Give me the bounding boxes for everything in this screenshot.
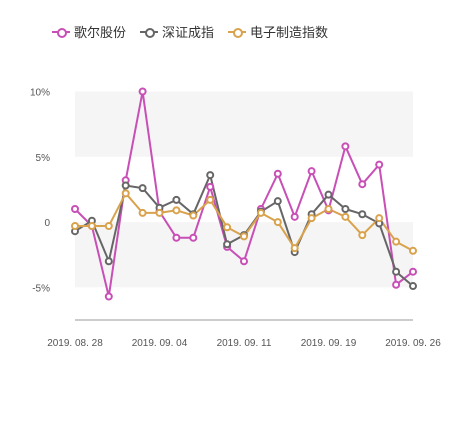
data-point-s2-18[interactable] [375,214,384,223]
legend-marker-szse-component [140,27,159,38]
data-point-s1-6[interactable] [172,195,181,204]
y-tick-label: 0 [44,218,50,229]
data-point-s1-15[interactable] [324,190,333,199]
data-point-s0-0[interactable] [71,205,79,214]
plot-band [75,91,413,157]
legend: 歌尔股份 深证成指 电子制造指数 [52,22,328,41]
legend-item-electronics-index[interactable]: 电子制造指数 [228,22,328,41]
data-point-s1-4[interactable] [138,184,147,193]
data-point-s1-9[interactable] [223,240,232,249]
x-tick-label: 2019. 08. 28 [47,338,103,349]
data-point-s0-17[interactable] [358,180,367,189]
data-point-s0-4[interactable] [138,87,147,96]
data-point-s1-16[interactable] [341,205,350,214]
data-point-s2-14[interactable] [307,214,316,223]
data-point-s2-13[interactable] [290,244,299,253]
legend-label-electronics-index: 电子制造指数 [250,25,329,40]
plot-background [75,91,413,288]
data-point-s2-5[interactable] [155,208,164,217]
data-point-s2-4[interactable] [138,208,147,217]
data-point-s0-12[interactable] [273,169,282,178]
data-point-s2-12[interactable] [273,218,282,227]
data-point-s1-3[interactable] [121,181,130,190]
x-tick-label: 2019. 09. 04 [132,338,188,349]
data-point-s1-8[interactable] [206,171,215,180]
data-point-s0-19[interactable] [392,280,401,289]
data-point-s1-2[interactable] [104,257,113,266]
legend-marker-electronics-index [228,27,247,38]
data-point-s2-1[interactable] [87,221,96,230]
y-tick-label: 5% [36,153,51,164]
data-point-s0-18[interactable] [375,160,384,169]
data-point-s2-10[interactable] [240,232,248,241]
x-tick-label: 2019. 09. 11 [217,338,272,349]
legend-label-goertek: 歌尔股份 [74,25,127,40]
data-point-s0-2[interactable] [104,292,113,301]
data-point-s0-20[interactable] [409,267,417,276]
data-point-s2-0[interactable] [71,221,79,230]
data-point-s1-17[interactable] [358,210,367,219]
data-point-s2-7[interactable] [189,211,198,220]
data-point-s2-6[interactable] [172,206,181,215]
y-tick-label: 10% [30,88,50,99]
legend-marker-goertek [52,27,70,38]
data-point-s2-8[interactable] [206,195,215,204]
data-point-s0-16[interactable] [341,142,350,151]
data-point-s1-12[interactable] [273,197,282,206]
x-axis: 2019. 08. 28 2019. 09. 04 2019. 09. 11 2019… [47,319,441,349]
data-point-s2-3[interactable] [121,189,130,198]
data-point-s2-15[interactable] [324,205,333,214]
data-point-s0-14[interactable] [307,167,316,176]
y-tick-label: -5% [32,283,50,294]
data-point-s2-9[interactable] [223,223,232,232]
data-point-s2-20[interactable] [409,246,417,255]
data-point-s0-8[interactable] [206,182,215,191]
data-point-s2-17[interactable] [358,231,367,240]
data-point-s0-7[interactable] [189,233,198,242]
data-point-s1-19[interactable] [392,267,401,276]
data-point-s2-2[interactable] [104,221,113,230]
x-tick-label: 2019. 09. 19 [301,338,357,349]
data-point-s0-10[interactable] [240,257,248,266]
x-tick-label: 2019. 09. 26 [385,338,441,349]
data-point-s2-19[interactable] [392,237,401,246]
data-point-s0-13[interactable] [290,212,299,221]
data-point-s2-11[interactable] [256,208,265,217]
y-axis: 10% 5% 0 -5% [30,88,50,295]
data-point-s2-16[interactable] [341,212,350,221]
data-point-s0-6[interactable] [172,233,181,242]
legend-item-szse-component[interactable]: 深证成指 [140,22,214,41]
series-points [71,87,417,301]
data-point-s1-20[interactable] [409,282,417,291]
legend-item-goertek[interactable]: 歌尔股份 [52,22,126,41]
legend-label-szse-component: 深证成指 [162,25,215,40]
